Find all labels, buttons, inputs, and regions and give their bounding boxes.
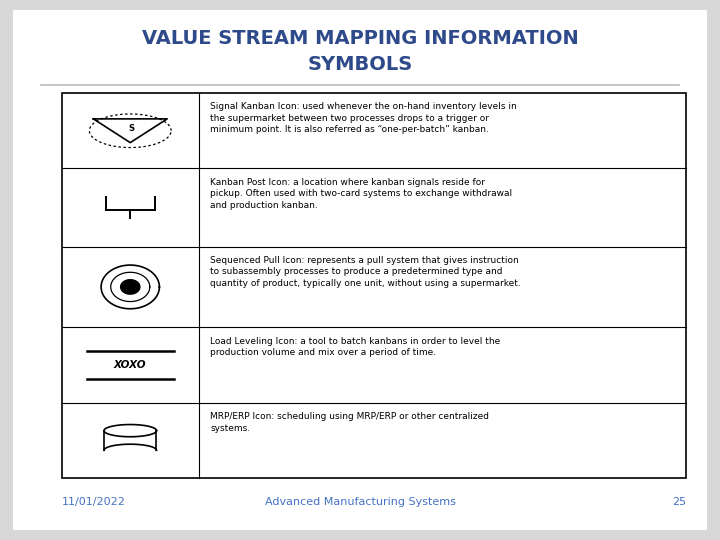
Text: VALUE STREAM MAPPING INFORMATION: VALUE STREAM MAPPING INFORMATION xyxy=(142,29,578,48)
Text: Sequenced Pull Icon: represents a pull system that gives instruction
to subassem: Sequenced Pull Icon: represents a pull s… xyxy=(210,256,521,288)
Text: S: S xyxy=(129,124,135,133)
FancyBboxPatch shape xyxy=(7,5,713,535)
Text: 25: 25 xyxy=(672,497,686,507)
Polygon shape xyxy=(104,424,156,456)
Text: XOXO: XOXO xyxy=(114,360,147,370)
Text: Kanban Post Icon: a location where kanban signals reside for
pickup. Often used : Kanban Post Icon: a location where kanba… xyxy=(210,178,512,210)
Text: MRP/ERP Icon: scheduling using MRP/ERP or other centralized
systems.: MRP/ERP Icon: scheduling using MRP/ERP o… xyxy=(210,412,489,433)
Bar xyxy=(61,93,686,478)
Polygon shape xyxy=(101,265,159,309)
Text: 11/01/2022: 11/01/2022 xyxy=(61,497,125,507)
Text: SYMBOLS: SYMBOLS xyxy=(307,55,413,74)
Text: Signal Kanban Icon: used whenever the on-hand inventory levels in
the supermarke: Signal Kanban Icon: used whenever the on… xyxy=(210,103,517,134)
Text: Advanced Manufacturing Systems: Advanced Manufacturing Systems xyxy=(264,497,456,507)
Polygon shape xyxy=(94,119,167,143)
Polygon shape xyxy=(121,280,140,294)
Text: Load Leveling Icon: a tool to batch kanbans in order to level the
production vol: Load Leveling Icon: a tool to batch kanb… xyxy=(210,336,500,357)
